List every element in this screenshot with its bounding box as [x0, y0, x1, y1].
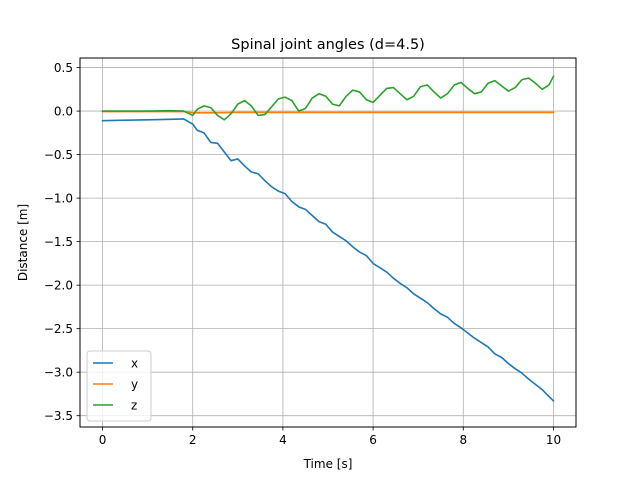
y-tick-label: −3.5 — [44, 409, 73, 423]
series-line-x — [101, 118, 555, 403]
y-axis-label: Distance [m] — [16, 204, 30, 281]
y-tick-label: 0.0 — [54, 105, 73, 119]
chart-title: Spinal joint angles (d=4.5) — [231, 37, 425, 53]
y-tick-label: −1.0 — [44, 192, 73, 206]
x-tick-label: 2 — [189, 433, 197, 447]
x-tick-label: 0 — [99, 433, 107, 447]
x-tick-label: 10 — [546, 433, 561, 447]
x-tick-label: 8 — [459, 433, 467, 447]
legend-label-z: z — [131, 399, 137, 413]
x-tick-label: 6 — [369, 433, 377, 447]
series-line-z — [101, 75, 555, 121]
y-tick-label: −1.5 — [44, 235, 73, 249]
plot-frame — [79, 57, 577, 428]
x-axis-label: Time [s] — [303, 457, 353, 471]
y-tick-label: −3.0 — [44, 366, 73, 380]
axis-ticks: 0 2 4 6 8 10 0.5 0.0 −0.5 −1.0 −1.5 −2.0 −2.5 −3.0 −3.… — [44, 61, 561, 447]
legend: xyz — [86, 350, 152, 422]
series-lines — [101, 75, 555, 403]
legend-label-y: y — [131, 378, 138, 392]
y-tick-label: −2.0 — [44, 279, 73, 293]
y-tick-label: −0.5 — [44, 148, 73, 162]
y-tick-label: −2.5 — [44, 322, 73, 336]
legend-box — [86, 350, 152, 422]
x-tick-label: 4 — [279, 433, 287, 447]
y-tick-label: 0.5 — [54, 61, 73, 75]
legend-label-x: x — [131, 357, 138, 371]
legend-items: xyz — [93, 357, 138, 413]
